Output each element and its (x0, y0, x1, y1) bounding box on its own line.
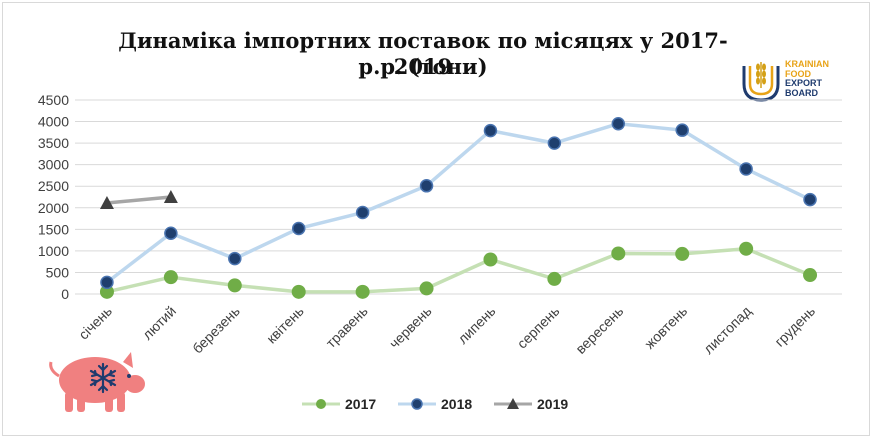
data-point-2017 (675, 246, 690, 261)
y-tick-label: 3000 (38, 157, 69, 173)
legend-label-2018: 2018 (441, 396, 472, 412)
x-tick-label: серпень (514, 303, 563, 352)
x-tick-label: березень (189, 303, 243, 357)
data-point-2018 (355, 205, 370, 220)
logo-text-line: FOOD (785, 68, 811, 79)
logo-text: KRAINIAN FOOD EXPORT BOARD (785, 59, 829, 98)
chart-frame: Динаміка імпортних поставок по місяцях у… (2, 2, 870, 436)
legend-marker-2018 (411, 398, 423, 410)
y-tick-label: 3500 (38, 135, 69, 151)
data-point-2018 (100, 275, 114, 290)
y-tick-label: 1500 (38, 221, 69, 237)
data-point-2018 (164, 226, 178, 240)
data-point-2018 (803, 192, 817, 207)
logo-text-line: EXPORT (785, 78, 823, 88)
x-tick-label: червень (386, 303, 435, 352)
snowflake-icon (89, 362, 117, 394)
x-tick-label: січень (75, 303, 115, 343)
data-point-2017 (355, 284, 370, 299)
legend-marker-2017 (316, 399, 326, 409)
y-tick-label: 4000 (38, 114, 69, 130)
data-point-2017 (291, 284, 306, 299)
y-tick-label: 2000 (38, 200, 69, 216)
data-point-2017 (739, 241, 754, 256)
y-tick-label: 4500 (38, 92, 69, 108)
chart-title-line2: р.р. (тони) (358, 54, 488, 79)
series-line-2019 (106, 195, 172, 205)
x-tick-label: жовтень (641, 303, 690, 352)
legend-label-2019: 2019 (537, 396, 568, 412)
data-point-2018 (739, 162, 753, 176)
data-point-2017 (163, 270, 178, 285)
data-point-2019 (99, 196, 114, 210)
y-tick-label: 0 (61, 286, 69, 302)
x-tick-label: грудень (771, 303, 818, 350)
logo-text-line: BOARD (785, 87, 818, 98)
data-point-2018 (291, 221, 306, 236)
data-point-2017 (611, 246, 626, 261)
data-point-2017 (99, 284, 114, 299)
y-tick-label: 1000 (38, 243, 69, 259)
data-point-2019 (163, 190, 178, 203)
x-tick-label: травень (323, 303, 371, 351)
data-point-2018 (483, 123, 498, 138)
legend-label-2017: 2017 (345, 396, 376, 412)
data-point-2017 (547, 271, 562, 286)
x-tick-label: листопад (700, 303, 754, 357)
series-line-2017 (106, 246, 811, 294)
data-point-2017 (227, 278, 242, 293)
x-tick-label: квітень (263, 303, 307, 347)
data-point-2017 (419, 281, 434, 296)
y-tick-label: 2500 (38, 178, 69, 194)
data-point-2018 (675, 123, 689, 137)
logo-text-line: KRAINIAN (785, 59, 829, 69)
x-tick-label: вересень (572, 303, 626, 357)
legend-marker-2019 (507, 398, 519, 409)
data-point-2017 (483, 252, 498, 267)
data-point-2018 (228, 251, 242, 266)
data-point-2018 (547, 136, 562, 150)
x-tick-label: лютий (139, 303, 179, 343)
data-point-2018 (611, 116, 626, 131)
y-tick-label: 500 (46, 264, 70, 280)
data-point-2017 (803, 268, 818, 283)
chart-title-line1: Динаміка імпортних поставок по місяцях у… (118, 28, 728, 79)
pig-icon (49, 352, 145, 412)
x-tick-label: липень (454, 303, 498, 347)
data-point-2018 (419, 179, 434, 193)
series-line-2018 (105, 121, 811, 284)
